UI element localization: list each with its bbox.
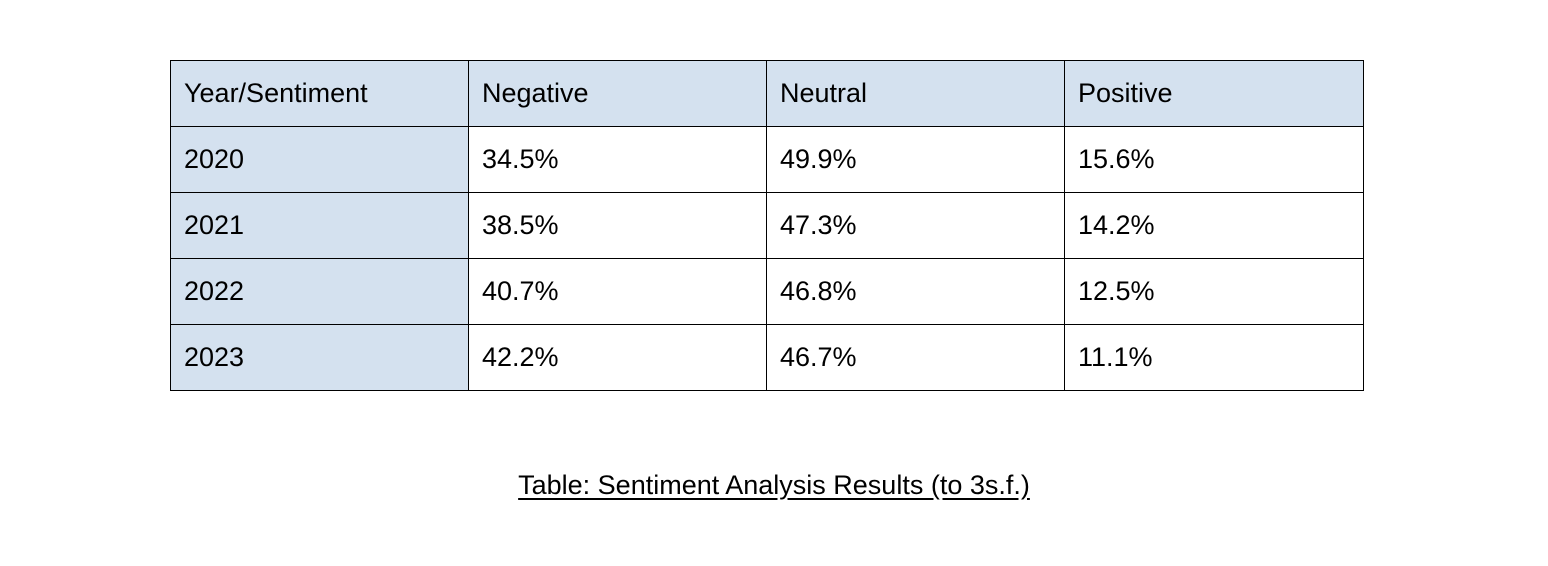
positive-cell: 15.6% <box>1064 126 1364 193</box>
year-cell: 2020 <box>170 126 469 193</box>
positive-cell: 14.2% <box>1064 192 1364 259</box>
negative-cell: 38.5% <box>468 192 767 259</box>
sentiment-table: Year/Sentiment Negative Neutral Positive… <box>170 60 1364 391</box>
table-row: 2023 42.2% 46.7% 11.1% <box>170 324 1364 391</box>
header-negative: Negative <box>468 60 767 127</box>
positive-cell: 11.1% <box>1064 324 1364 391</box>
neutral-cell: 46.8% <box>766 258 1065 325</box>
table-row: 2020 34.5% 49.9% 15.6% <box>170 126 1364 193</box>
negative-cell: 40.7% <box>468 258 767 325</box>
header-neutral: Neutral <box>766 60 1065 127</box>
year-cell: 2022 <box>170 258 469 325</box>
neutral-cell: 49.9% <box>766 126 1065 193</box>
year-cell: 2021 <box>170 192 469 259</box>
positive-cell: 12.5% <box>1064 258 1364 325</box>
negative-cell: 34.5% <box>468 126 767 193</box>
header-positive: Positive <box>1064 60 1364 127</box>
table-header-row: Year/Sentiment Negative Neutral Positive <box>170 60 1364 127</box>
table-caption: Table: Sentiment Analysis Results (to 3s… <box>518 470 1030 500</box>
neutral-cell: 46.7% <box>766 324 1065 391</box>
neutral-cell: 47.3% <box>766 192 1065 259</box>
year-cell: 2023 <box>170 324 469 391</box>
negative-cell: 42.2% <box>468 324 767 391</box>
header-year-sentiment: Year/Sentiment <box>170 60 469 127</box>
table-row: 2022 40.7% 46.8% 12.5% <box>170 258 1364 325</box>
table-row: 2021 38.5% 47.3% 14.2% <box>170 192 1364 259</box>
